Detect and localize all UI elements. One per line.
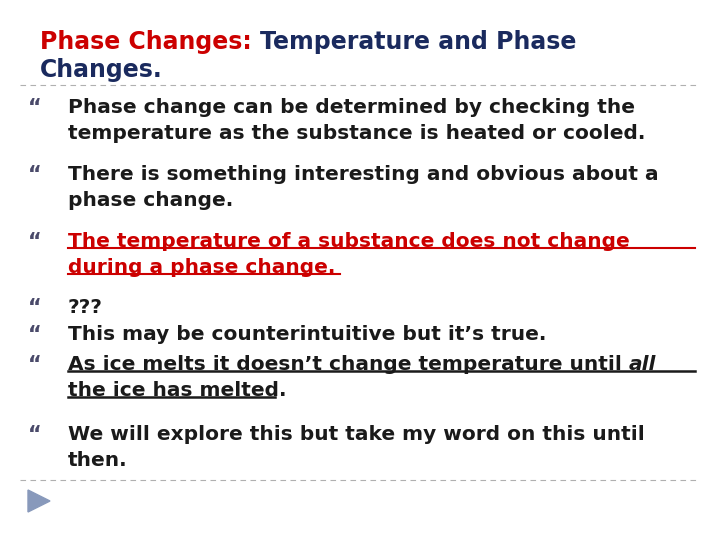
Text: As ice melts it doesn’t change temperature until: As ice melts it doesn’t change temperatu… bbox=[68, 355, 629, 374]
Text: “: “ bbox=[28, 425, 42, 445]
Text: temperature as the substance is heated or cooled.: temperature as the substance is heated o… bbox=[68, 124, 645, 143]
Text: “: “ bbox=[28, 355, 42, 375]
Text: There is something interesting and obvious about a: There is something interesting and obvio… bbox=[68, 165, 659, 184]
Text: during a phase change.: during a phase change. bbox=[68, 258, 336, 277]
Text: Phase Changes:: Phase Changes: bbox=[40, 30, 260, 54]
Text: This may be counterintuitive but it’s true.: This may be counterintuitive but it’s tr… bbox=[68, 325, 546, 344]
Text: The temperature of a substance does not change: The temperature of a substance does not … bbox=[68, 232, 630, 251]
Text: then.: then. bbox=[68, 451, 127, 470]
Text: Changes.: Changes. bbox=[40, 58, 163, 82]
Text: “: “ bbox=[28, 98, 42, 118]
Polygon shape bbox=[28, 490, 50, 512]
Text: “: “ bbox=[28, 298, 42, 318]
Text: all: all bbox=[629, 355, 656, 374]
Text: “: “ bbox=[28, 165, 42, 185]
Text: Temperature and Phase: Temperature and Phase bbox=[260, 30, 577, 54]
Text: Phase change can be determined by checking the: Phase change can be determined by checki… bbox=[68, 98, 635, 117]
Text: the ice has melted.: the ice has melted. bbox=[68, 381, 287, 400]
Text: “: “ bbox=[28, 325, 42, 345]
Text: We will explore this but take my word on this until: We will explore this but take my word on… bbox=[68, 425, 644, 444]
Text: “: “ bbox=[28, 232, 42, 252]
Text: ???: ??? bbox=[68, 298, 103, 317]
Text: phase change.: phase change. bbox=[68, 191, 233, 210]
